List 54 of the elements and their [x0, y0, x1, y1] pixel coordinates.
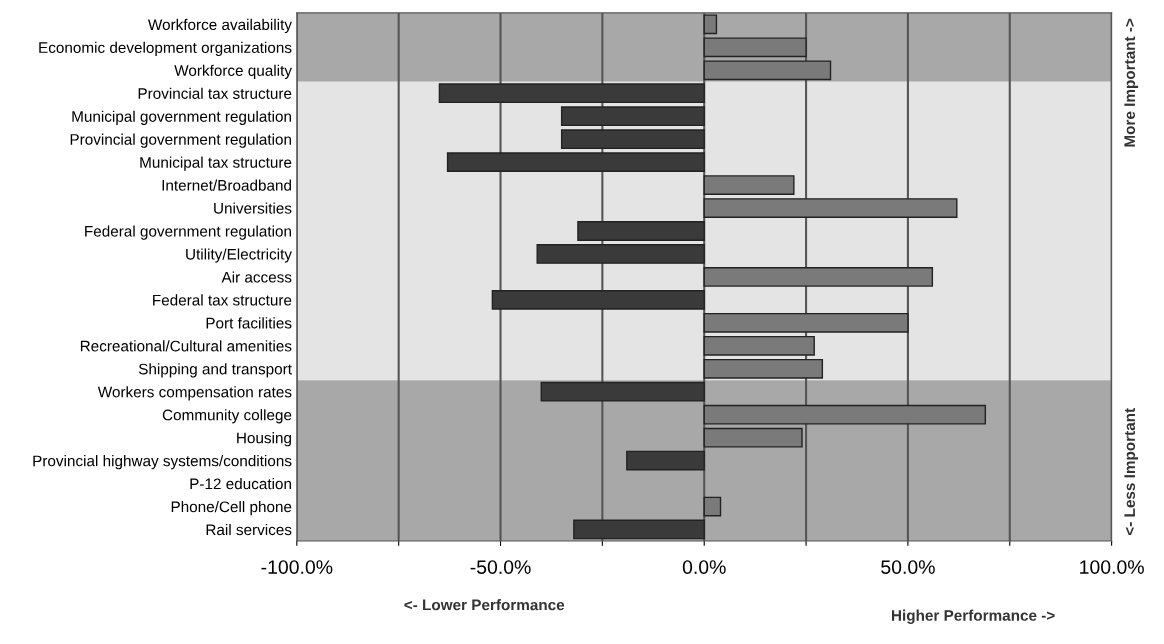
bar: [560, 129, 705, 150]
bar: [491, 290, 705, 310]
y-tick-label: Provincial highway systems/conditions: [33, 455, 292, 470]
y-tick-label: Port facilities: [206, 317, 292, 329]
y-tick-label: Economic development organizations: [39, 41, 292, 57]
y-tick-label: Universities: [214, 202, 292, 214]
y-tick-label: Internet/Broadband: [162, 179, 291, 191]
bar: [536, 244, 705, 264]
bar: [446, 152, 705, 172]
bar: [703, 37, 807, 58]
y-tick-label: Utility/Electricity: [186, 248, 292, 263]
bar: [703, 198, 958, 218]
bar: [703, 335, 815, 356]
text: <- Less Important: [1124, 408, 1139, 536]
bar: [560, 106, 705, 127]
bar: [626, 450, 705, 471]
x-tick-label: 0.0%: [682, 560, 726, 574]
bar: [573, 519, 705, 540]
y-tick-label: Municipal government regulation: [72, 110, 291, 125]
bar: [703, 404, 987, 425]
bar: [703, 175, 795, 195]
x-tick-label: 100.0%: [1080, 560, 1144, 574]
x-tick-label: 50.0%: [881, 560, 935, 574]
y-tick-label: P-12 education: [190, 478, 291, 490]
y-tick-label: Phone/Cell phone: [171, 500, 292, 516]
bar: [703, 14, 718, 35]
bar: [577, 221, 705, 241]
x-tick-label: -50.0%: [470, 560, 531, 574]
y-tick-label: Workers compensation rates: [97, 386, 292, 401]
bar: [703, 358, 824, 379]
bar: [540, 381, 705, 402]
bar: [703, 427, 803, 448]
text: Higher Performance ->: [891, 609, 1055, 624]
y-tick-label: Recreational/Cultural amenities: [80, 340, 292, 352]
y-tick-label: Municipal tax structure: [140, 156, 292, 171]
bar: [703, 496, 722, 517]
bar: [438, 83, 705, 104]
bar: [703, 60, 832, 81]
y-tick-label: Federal government regulation: [85, 225, 291, 240]
y-tick-label: Provincial government regulation: [70, 133, 291, 148]
y-tick-label: Rail services: [206, 523, 292, 536]
y-tick-label: Workforce availability: [147, 18, 292, 34]
x-tick-label: -100.0%: [261, 560, 333, 574]
y-tick-label: Provincial tax structure: [138, 87, 292, 99]
y-tick-label: Air access: [221, 271, 292, 283]
y-tick-label: Federal tax structure: [153, 294, 292, 306]
bar: [703, 267, 934, 287]
bar: [703, 312, 909, 333]
y-tick-label: Housing: [237, 432, 291, 447]
y-tick-label: Shipping and transport: [138, 363, 292, 378]
y-tick-label: Community college: [162, 409, 292, 424]
text: <- Lower Performance: [404, 599, 565, 611]
text: More Important ->: [1124, 18, 1139, 147]
y-tick-label: Workforce quality: [174, 64, 292, 79]
